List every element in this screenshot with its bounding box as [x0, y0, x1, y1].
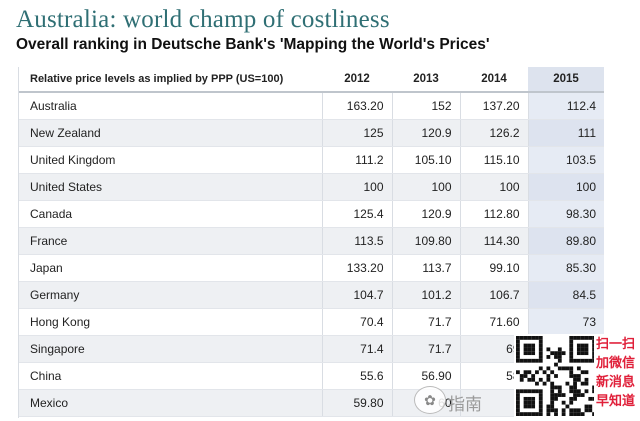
row-header-label: Relative price levels as implied by PPP …	[18, 67, 322, 93]
data-cell: 106.7	[459, 281, 528, 309]
chart-title: Australia: world champ of costliness	[16, 6, 390, 33]
column-header: 2014	[460, 67, 528, 93]
price-table-container: Relative price levels as implied by PPP …	[18, 67, 604, 418]
table-row: Japan 133.20 113.7 99.10 85.30	[18, 254, 604, 282]
data-cell: 133.20	[321, 254, 392, 282]
data-cell: 84.5	[527, 281, 604, 309]
data-cell: 113.7	[391, 254, 460, 282]
data-cell: 125.4	[321, 200, 392, 228]
row-label: Hong Kong	[18, 308, 322, 336]
data-cell: 100	[527, 173, 604, 201]
row-label: New Zealand	[18, 119, 322, 147]
table-row: Hong Kong 70.4 71.7 71.60 73	[18, 308, 604, 336]
data-cell: 163.20	[321, 92, 392, 120]
data-cell: 85.30	[527, 254, 604, 282]
data-cell: 125	[321, 119, 392, 147]
table-row: New Zealand 125 120.9 126.2 111	[18, 119, 604, 147]
data-cell: 111.2	[321, 146, 392, 174]
data-cell: 101.2	[391, 281, 460, 309]
table-row: United States 100 100 100 100	[18, 173, 604, 201]
data-cell: 59.80	[321, 389, 392, 417]
data-cell: 120.9	[391, 200, 460, 228]
row-label: United States	[18, 173, 322, 201]
data-cell: 55.6	[321, 362, 392, 390]
chart-subtitle: Overall ranking in Deutsche Bank's 'Mapp…	[16, 36, 490, 53]
watermark-text: 指南	[448, 395, 482, 414]
qr-code-graphic	[516, 336, 596, 416]
data-cell: 126.2	[459, 119, 528, 147]
data-cell: 56.90	[391, 362, 460, 390]
data-cell: 100	[391, 173, 460, 201]
data-cell: 112.80	[459, 200, 528, 228]
table-row: Australia 163.20 152 137.20 112.4	[18, 92, 604, 120]
badge-line: 早知道	[596, 393, 636, 408]
row-label: United Kingdom	[18, 146, 322, 174]
qr-code	[514, 334, 598, 418]
row-label: Germany	[18, 281, 322, 309]
table-row: France 113.5 109.80 114.30 89.80	[18, 227, 604, 255]
table-row: Germany 104.7 101.2 106.7 84.5	[18, 281, 604, 309]
data-cell: 70.4	[321, 308, 392, 336]
row-label: Japan	[18, 254, 322, 282]
row-label: France	[18, 227, 322, 255]
data-cell: 100	[321, 173, 392, 201]
data-cell: 112.4	[527, 92, 604, 120]
column-header-highlighted: 2015	[528, 67, 604, 93]
row-label: China	[18, 362, 322, 390]
data-cell: 152	[391, 92, 460, 120]
data-cell: 100	[459, 173, 528, 201]
data-cell: 98.30	[527, 200, 604, 228]
data-cell: 99.10	[459, 254, 528, 282]
data-cell: 104.7	[321, 281, 392, 309]
column-header: 2013	[392, 67, 460, 93]
wechat-badge: 扫一扫 加微信 新消息 早知道	[594, 334, 640, 418]
table-row: Canada 125.4 120.9 112.80 98.30	[18, 200, 604, 228]
column-header: 2012	[322, 67, 392, 93]
data-cell: 71.7	[391, 308, 460, 336]
data-cell: 71.7	[391, 335, 460, 363]
row-label: Singapore	[18, 335, 322, 363]
table-header-row: Relative price levels as implied by PPP …	[18, 67, 604, 93]
row-label: Mexico	[18, 389, 322, 417]
table-row: United Kingdom 111.2 105.10 115.10 103.5	[18, 146, 604, 174]
badge-line: 加微信	[596, 355, 636, 370]
data-cell: 105.10	[391, 146, 460, 174]
wechat-logo-icon: ✿	[414, 386, 446, 414]
data-cell: 113.5	[321, 227, 392, 255]
data-cell: 115.10	[459, 146, 528, 174]
data-cell: 114.30	[459, 227, 528, 255]
data-cell: 137.20	[459, 92, 528, 120]
row-label: Australia	[18, 92, 322, 120]
data-cell: 73	[527, 308, 604, 336]
data-cell: 111	[527, 119, 604, 147]
row-label: Canada	[18, 200, 322, 228]
data-cell: 109.80	[391, 227, 460, 255]
badge-line: 新消息	[596, 374, 636, 389]
data-cell: 71.4	[321, 335, 392, 363]
data-cell: 120.9	[391, 119, 460, 147]
data-cell: 71.60	[459, 308, 528, 336]
badge-line: 扫一扫	[596, 336, 636, 351]
data-cell: 89.80	[527, 227, 604, 255]
data-cell: 103.5	[527, 146, 604, 174]
price-table: Relative price levels as implied by PPP …	[18, 67, 604, 417]
